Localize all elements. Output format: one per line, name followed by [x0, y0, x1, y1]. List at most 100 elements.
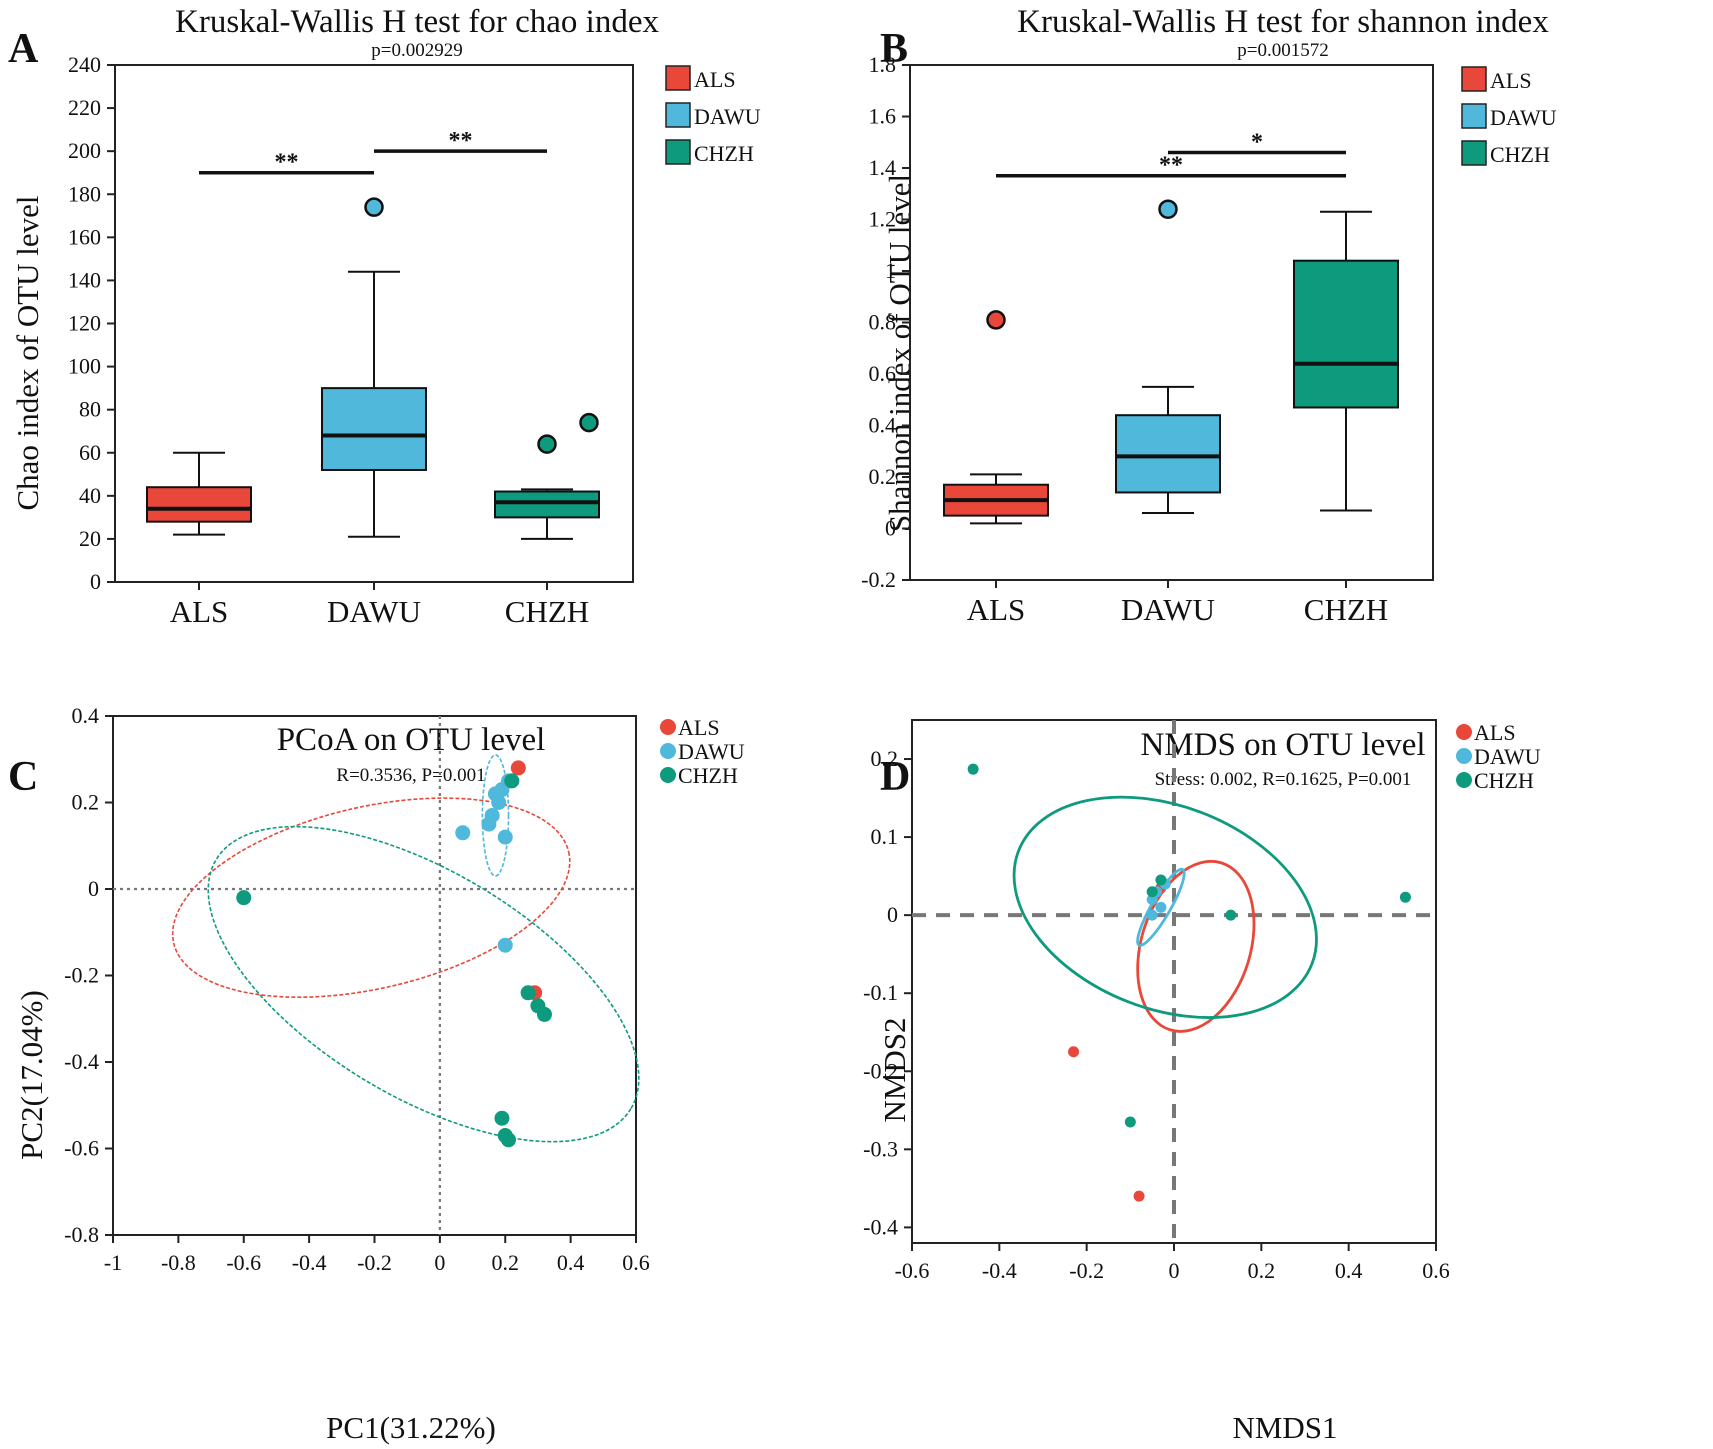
- x-tick-label: -0.2: [1069, 1258, 1104, 1283]
- box-iqr: [1115, 414, 1221, 494]
- data-point-chzh: [967, 763, 979, 775]
- y-tick-label: -0.8: [64, 1222, 99, 1247]
- y-tick-label: 0.6: [869, 361, 897, 386]
- panel-d-nmds: D NMDS on OTU level Stress: 0.002, R=0.1…: [863, 719, 1541, 1445]
- legend-marker: [660, 743, 676, 759]
- legend-label: DAWU: [694, 104, 761, 129]
- x-tick-label: -0.6: [226, 1250, 261, 1275]
- data-point-chzh: [1225, 909, 1237, 921]
- x-tick-label: 0.2: [492, 1250, 520, 1275]
- y-tick-label: 1.6: [869, 104, 897, 129]
- y-tick-label: 200: [68, 138, 101, 163]
- chart-subtitle: p=0.002929: [371, 40, 462, 61]
- data-point-chzh: [1124, 1116, 1136, 1128]
- panel-label: C: [8, 754, 38, 800]
- x-tick-label: -0.4: [292, 1250, 327, 1275]
- y-axis-label: Chao index of OTU level: [10, 195, 45, 510]
- confidence-ellipse-als: [171, 797, 571, 998]
- legend-swatch: [665, 139, 691, 165]
- plot-frame: [112, 715, 637, 1236]
- y-tick-label: 0.8: [869, 310, 897, 335]
- significance-label: **: [275, 150, 299, 176]
- outlier-point: [537, 434, 557, 454]
- y-tick-label: 0.2: [72, 790, 100, 815]
- data-point-chzh: [1146, 886, 1158, 898]
- legend-swatch: [665, 65, 691, 91]
- legend-label: DAWU: [678, 739, 745, 764]
- legend-marker: [1456, 748, 1472, 764]
- x-axis-label: NMDS1: [1232, 1410, 1337, 1445]
- x-tick-label: -0.4: [982, 1258, 1017, 1283]
- y-axis-label: PC2(17.04%): [14, 990, 49, 1160]
- chart-title: PCoA on OTU level: [277, 722, 546, 758]
- box-als: [943, 310, 1049, 525]
- x-tick-label: 0.4: [1335, 1258, 1363, 1283]
- y-tick-label: -0.3: [863, 1136, 898, 1161]
- y-tick-label: 1.8: [869, 52, 897, 77]
- y-tick-label: -0.4: [863, 1214, 898, 1239]
- x-tick-label: 0.6: [622, 1250, 650, 1275]
- x-tick-label: -0.2: [357, 1250, 392, 1275]
- y-tick-label: 1: [885, 258, 896, 283]
- x-tick-label: 0.4: [557, 1250, 585, 1275]
- y-tick-label: 100: [68, 354, 101, 379]
- legend-marker: [1456, 724, 1472, 740]
- box-iqr: [146, 486, 252, 523]
- x-tick-label: 0: [1169, 1258, 1180, 1283]
- legend-swatch: [1461, 140, 1487, 166]
- box-iqr: [321, 387, 427, 471]
- legend-marker: [660, 767, 676, 783]
- chart-subtitle: R=0.3536, P=0.001: [336, 765, 485, 786]
- panel-label: A: [8, 26, 39, 72]
- legend-marker: [1456, 772, 1472, 788]
- data-point-als: [1068, 1046, 1080, 1058]
- data-point-dawu: [497, 829, 513, 845]
- x-tick-label: 0: [434, 1250, 445, 1275]
- box-iqr: [1293, 259, 1399, 409]
- y-tick-label: 40: [79, 483, 101, 508]
- outlier-point: [1158, 199, 1178, 219]
- box-chzh: [1293, 210, 1399, 512]
- y-tick-label: 0: [90, 569, 101, 594]
- legend-marker: [660, 719, 676, 735]
- data-point-chzh: [236, 890, 252, 906]
- y-tick-label: 0.4: [869, 413, 897, 438]
- x-tick-label: 0.6: [1422, 1258, 1450, 1283]
- y-tick-label: 0.2: [871, 746, 899, 771]
- confidence-ellipse-chzh: [1012, 795, 1318, 1019]
- legend-swatch: [1461, 103, 1487, 129]
- legend-label: ALS: [678, 715, 720, 740]
- box-chzh: [494, 412, 600, 540]
- data-point-dawu: [484, 807, 500, 823]
- legend-label: ALS: [1490, 68, 1532, 93]
- chart-subtitle: p=0.001572: [1237, 40, 1328, 61]
- legend-swatch: [1461, 66, 1487, 92]
- confidence-ellipse-chzh: [207, 825, 640, 1143]
- box-als: [146, 451, 252, 536]
- data-point-chzh: [1155, 874, 1167, 886]
- y-tick-label: 220: [68, 95, 101, 120]
- y-tick-label: 0: [88, 876, 99, 901]
- y-tick-label: 120: [68, 311, 101, 336]
- significance-label: *: [1251, 130, 1263, 156]
- y-tick-label: 60: [79, 440, 101, 465]
- data-point-dawu: [497, 937, 513, 953]
- data-point-chzh: [1399, 891, 1411, 903]
- panel-c-pcoa: C PCoA on OTU level R=0.3536, P=0.001 PC…: [8, 703, 745, 1445]
- legend-swatch: [665, 102, 691, 128]
- panel-b-box-shannon: B Kruskal-Wallis H test for shannon inde…: [861, 4, 1557, 627]
- outlier-point: [364, 197, 384, 217]
- chart-title: NMDS on OTU level: [1140, 727, 1425, 763]
- y-tick-label: 140: [68, 267, 101, 292]
- data-point-chzh: [501, 1132, 517, 1148]
- y-tick-label: 180: [68, 181, 101, 206]
- box-dawu: [1115, 199, 1221, 515]
- y-tick-label: 240: [68, 52, 101, 77]
- significance-label: **: [1159, 153, 1183, 179]
- data-point-dawu: [1155, 901, 1167, 913]
- outlier-point: [986, 310, 1006, 330]
- y-tick-label: 0.4: [72, 703, 100, 728]
- x-tick-label: 0.2: [1248, 1258, 1276, 1283]
- legend-label: CHZH: [694, 141, 754, 166]
